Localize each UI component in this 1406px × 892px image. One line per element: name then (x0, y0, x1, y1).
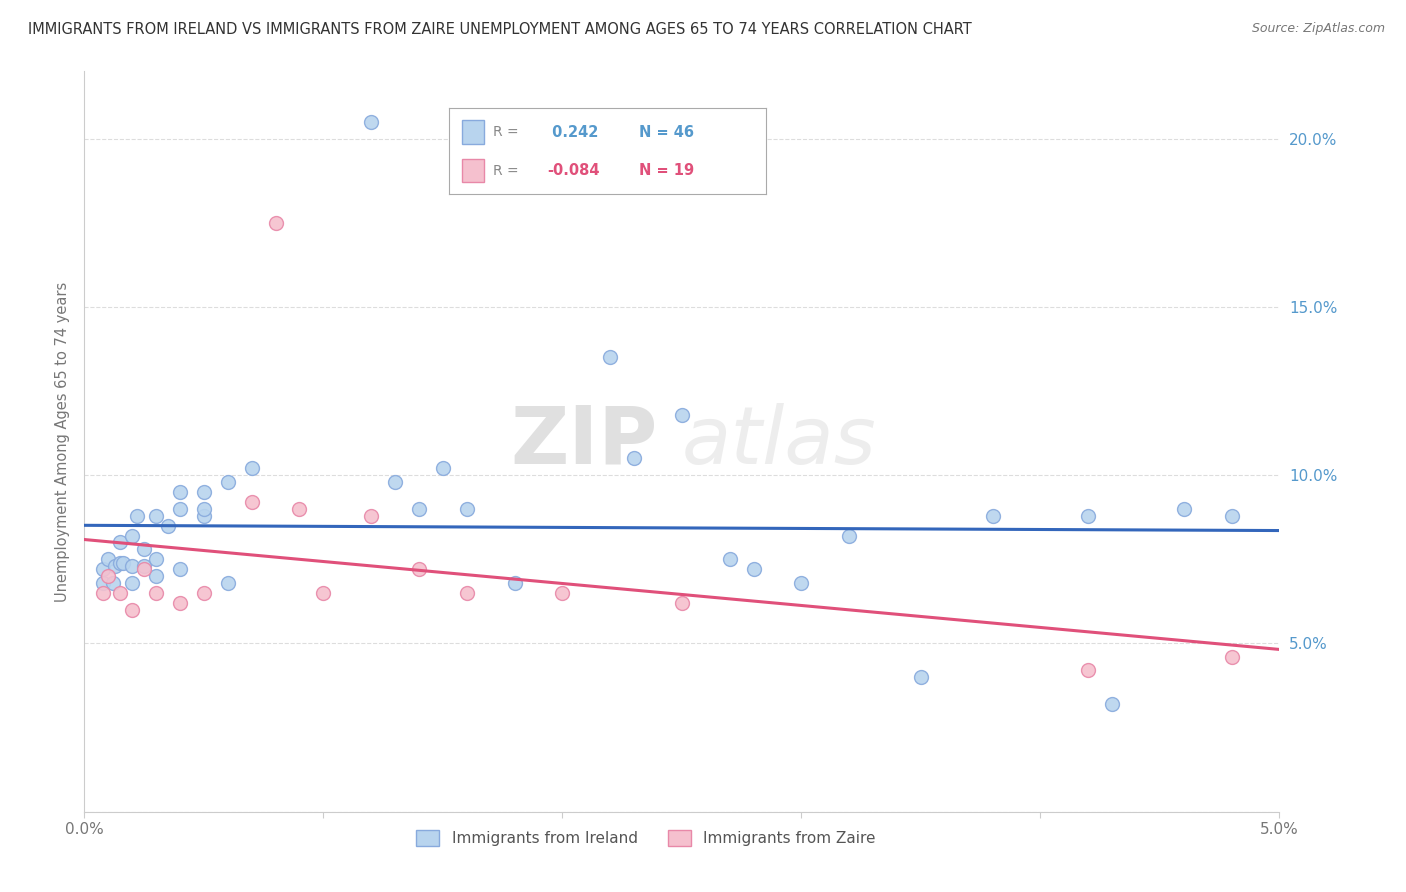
Point (360, 115, 382, 129)
Point (503, 575, 526, 590)
Point (456, 586, 478, 600)
Point (910, 670, 932, 684)
Point (93, 562, 115, 576)
Point (408, 562, 430, 576)
Point (551, 586, 574, 600)
Point (121, 529, 143, 543)
Point (456, 501, 478, 516)
Point (193, 586, 215, 600)
Y-axis label: Unemployment Among Ages 65 to 74 years: Unemployment Among Ages 65 to 74 years (55, 281, 70, 602)
Point (599, 351, 621, 365)
Point (217, 475, 239, 489)
Point (240, 495, 263, 509)
Point (121, 575, 143, 590)
Point (671, 596, 693, 610)
Point (169, 562, 191, 576)
Point (145, 586, 167, 600)
Point (111, 556, 134, 570)
Point (121, 603, 143, 617)
Point (132, 559, 156, 574)
Point (132, 562, 156, 576)
Text: ZIP: ZIP (510, 402, 658, 481)
Point (981, 508, 1004, 523)
Point (110, 586, 132, 600)
Point (1220, 508, 1243, 523)
Point (125, 508, 148, 523)
Text: IMMIGRANTS FROM IRELAND VS IMMIGRANTS FROM ZAIRE UNEMPLOYMENT AMONG AGES 65 TO 7: IMMIGRANTS FROM IRELAND VS IMMIGRANTS FR… (28, 22, 972, 37)
Point (97, 552, 120, 566)
Point (217, 575, 239, 590)
Point (384, 475, 406, 489)
Text: Source: ZipAtlas.com: Source: ZipAtlas.com (1251, 22, 1385, 36)
Point (145, 552, 167, 566)
Point (1077, 664, 1099, 678)
Point (742, 562, 765, 576)
Point (97, 569, 120, 583)
Point (623, 451, 645, 466)
Point (145, 569, 167, 583)
Point (312, 586, 335, 600)
Point (360, 508, 382, 523)
Point (790, 575, 813, 590)
Point (157, 518, 180, 533)
Point (408, 501, 430, 516)
Point (288, 501, 311, 516)
Point (104, 559, 127, 574)
Point (193, 508, 215, 523)
Point (1077, 508, 1099, 523)
Point (101, 575, 124, 590)
Point (1220, 649, 1243, 664)
Point (193, 485, 215, 500)
Point (432, 461, 454, 475)
Point (240, 461, 263, 475)
Point (671, 408, 693, 422)
Text: atlas: atlas (682, 402, 877, 481)
Point (1173, 501, 1195, 516)
Legend: Immigrants from Ireland, Immigrants from Zaire: Immigrants from Ireland, Immigrants from… (411, 824, 882, 852)
Point (718, 552, 741, 566)
Point (145, 508, 167, 523)
Point (193, 501, 215, 516)
Point (121, 559, 143, 574)
Point (110, 535, 132, 549)
Point (93, 575, 115, 590)
Point (169, 596, 191, 610)
Point (110, 556, 132, 570)
Point (169, 501, 191, 516)
Point (93, 586, 115, 600)
Point (1101, 697, 1123, 711)
Point (264, 216, 287, 230)
Point (132, 542, 156, 557)
Point (169, 485, 191, 500)
Point (838, 529, 860, 543)
